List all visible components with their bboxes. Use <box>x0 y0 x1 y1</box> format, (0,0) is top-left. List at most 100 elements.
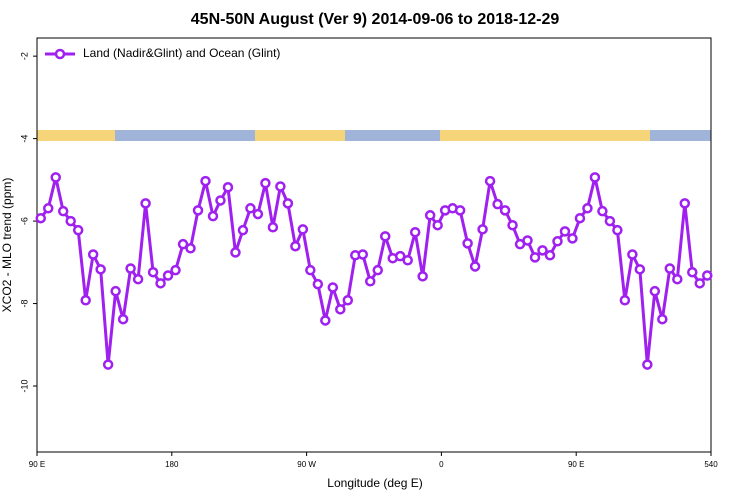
land-band <box>440 130 650 141</box>
data-point <box>222 182 234 193</box>
data-point <box>155 278 166 289</box>
land-band <box>255 130 345 141</box>
data-point <box>694 278 706 289</box>
data-point <box>147 266 159 278</box>
y-axis-label: XCO2 - MLO trend (ppm) <box>0 178 14 313</box>
data-point <box>365 276 376 287</box>
data-point <box>522 235 533 246</box>
y-tick-label: -6 <box>19 217 29 225</box>
data-point <box>567 233 578 244</box>
data-point <box>200 175 211 187</box>
data-point <box>702 270 713 281</box>
data-point <box>275 181 286 192</box>
data-point <box>559 226 571 237</box>
ocean-band <box>37 130 711 141</box>
data-point <box>102 359 114 370</box>
data-point <box>544 250 556 261</box>
data-point <box>312 278 324 290</box>
data-point <box>379 231 391 242</box>
data-point <box>42 203 54 214</box>
y-tick-label: -2 <box>19 52 29 60</box>
data-point <box>117 313 129 325</box>
data-point <box>80 295 91 306</box>
data-point <box>477 224 488 235</box>
data-point <box>140 198 151 209</box>
data-point <box>125 263 136 274</box>
data-point <box>57 205 69 217</box>
data-point <box>417 271 428 282</box>
data-point <box>612 224 623 236</box>
data-point <box>462 238 473 249</box>
data-point <box>552 236 563 247</box>
data-point <box>619 295 631 306</box>
data-point <box>537 245 548 256</box>
data-point <box>649 285 661 297</box>
data-point <box>492 198 503 210</box>
data-point <box>192 205 204 216</box>
data-point <box>162 270 174 281</box>
data-point <box>237 224 249 236</box>
data-point <box>529 252 541 263</box>
data-point <box>634 264 646 275</box>
data-point <box>664 263 676 274</box>
data-point <box>394 250 406 262</box>
y-tick-label: -4 <box>19 135 29 143</box>
x-tick-label: 90 E <box>568 460 584 469</box>
data-point <box>267 222 279 233</box>
x-tick-label: 180 <box>165 460 179 469</box>
data-point <box>327 282 339 293</box>
data-point <box>657 313 668 325</box>
data-point <box>252 208 264 220</box>
data-point <box>507 219 518 231</box>
data-point <box>372 264 383 276</box>
y-tick-label: -8 <box>19 300 29 308</box>
y-tick-label: -10 <box>19 380 29 393</box>
data-point <box>260 177 271 189</box>
data-point <box>282 198 294 209</box>
legend-label: Land (Nadir&Glint) and Ocean (Glint) <box>83 46 280 60</box>
x-tick-label: 90 E <box>29 460 45 469</box>
data-point <box>305 264 316 276</box>
data-point <box>627 249 638 260</box>
data-point <box>245 203 256 214</box>
data-point <box>35 212 46 224</box>
land-ocean-strip <box>37 130 711 141</box>
data-point <box>499 205 511 216</box>
data-point <box>604 215 616 227</box>
data-point <box>185 243 196 254</box>
data-point <box>679 198 691 209</box>
data-point <box>357 249 369 260</box>
legend-marker <box>54 48 66 60</box>
land-band <box>37 130 115 141</box>
series-line <box>39 177 709 365</box>
data-point <box>574 212 586 224</box>
data-point <box>230 247 241 258</box>
data-point <box>409 226 421 238</box>
data-point <box>582 203 593 214</box>
data-point <box>65 215 76 227</box>
data-point <box>215 195 226 206</box>
data-point <box>335 304 346 315</box>
data-point <box>297 224 309 235</box>
data-point <box>469 261 481 272</box>
data-point <box>207 210 219 222</box>
x-tick-label: 0 <box>439 460 444 469</box>
data-point <box>170 264 181 276</box>
data-point <box>597 205 608 217</box>
data-point <box>432 219 443 231</box>
data-point <box>95 264 106 275</box>
data-point <box>589 172 601 183</box>
data-point <box>672 273 683 285</box>
chart-title: 45N-50N August (Ver 9) 2014-09-06 to 201… <box>191 11 560 28</box>
data-point <box>484 175 496 187</box>
data-point <box>72 224 84 236</box>
data-point <box>87 249 99 260</box>
data-point <box>424 210 436 221</box>
data-point <box>50 172 61 183</box>
data-point <box>342 295 354 306</box>
data-point <box>177 238 189 250</box>
x-axis-label: Longitude (deg E) <box>327 476 422 490</box>
data-point <box>454 205 466 216</box>
data-point <box>642 359 653 370</box>
